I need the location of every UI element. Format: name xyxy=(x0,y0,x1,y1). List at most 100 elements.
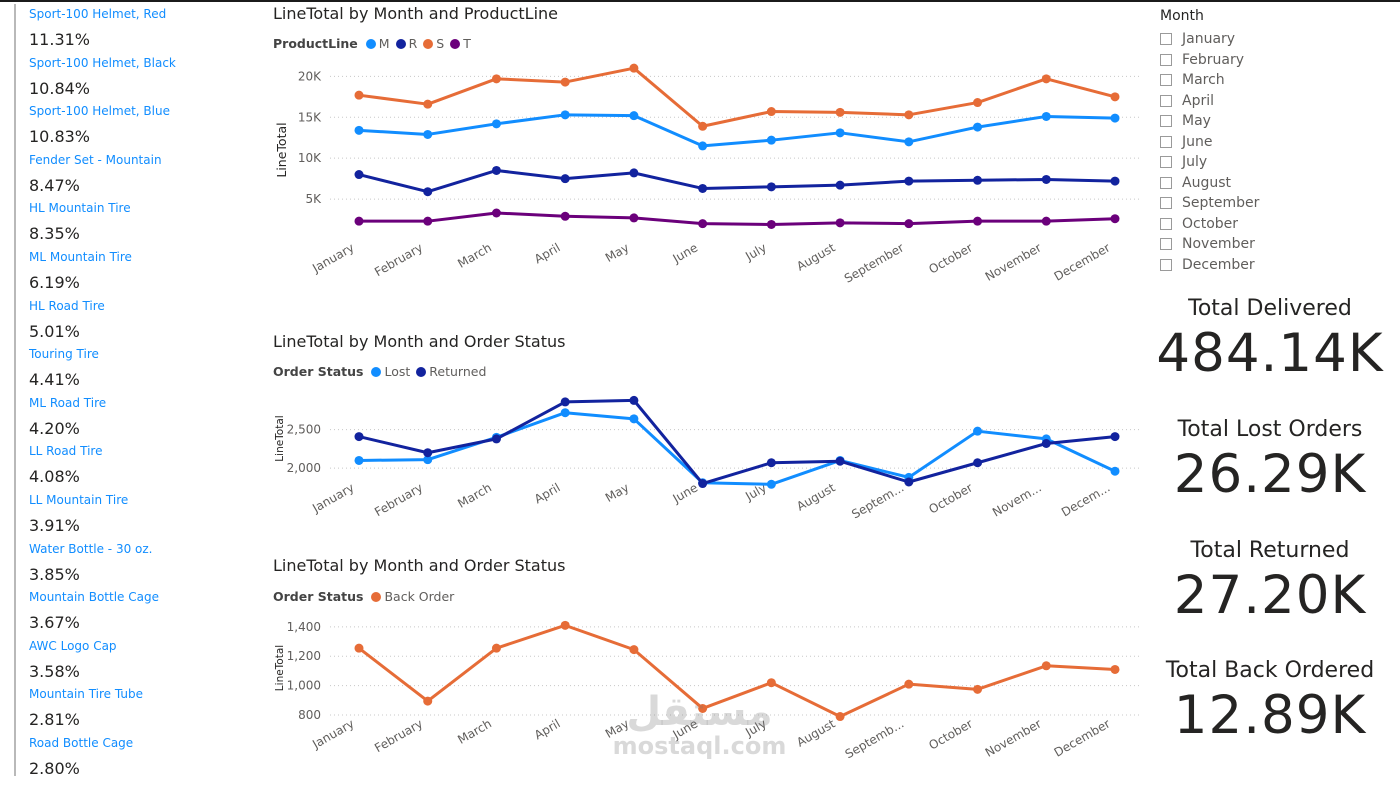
checkbox-icon[interactable] xyxy=(1160,94,1172,107)
data-point[interactable] xyxy=(560,211,570,221)
series-line-t[interactable] xyxy=(359,211,1116,226)
series-line-back-order[interactable] xyxy=(358,623,1116,719)
data-point[interactable] xyxy=(560,408,570,418)
slicer-item-august[interactable]: August xyxy=(1160,173,1360,194)
slicer-item-may[interactable]: May xyxy=(1160,111,1360,132)
slicer-item-february[interactable]: February xyxy=(1160,50,1360,71)
data-point[interactable] xyxy=(904,219,914,229)
data-point[interactable] xyxy=(1110,664,1120,674)
data-point[interactable] xyxy=(423,455,433,465)
data-point[interactable] xyxy=(698,141,708,151)
data-point[interactable] xyxy=(491,119,501,129)
data-point[interactable] xyxy=(491,208,501,218)
data-point[interactable] xyxy=(698,479,708,489)
slicer-item-december[interactable]: December xyxy=(1160,255,1360,276)
data-point[interactable] xyxy=(904,679,914,689)
product-item[interactable]: LL Mountain Tire 3.91% xyxy=(14,489,249,539)
data-point[interactable] xyxy=(629,414,639,424)
legend-item[interactable]: M xyxy=(365,36,390,51)
checkbox-icon[interactable] xyxy=(1160,217,1172,230)
data-point[interactable] xyxy=(423,129,433,139)
data-point[interactable] xyxy=(835,128,845,138)
data-point[interactable] xyxy=(904,110,914,120)
data-point[interactable] xyxy=(904,477,914,487)
data-point[interactable] xyxy=(698,219,708,229)
data-point[interactable] xyxy=(835,180,845,190)
checkbox-icon[interactable] xyxy=(1160,74,1172,87)
data-point[interactable] xyxy=(354,432,364,442)
data-point[interactable] xyxy=(491,643,501,653)
data-point[interactable] xyxy=(1110,113,1120,123)
chart3-legend[interactable]: Order Status Back Order xyxy=(273,589,460,604)
data-point[interactable] xyxy=(491,434,501,444)
legend-item[interactable]: Lost xyxy=(371,364,410,379)
data-point[interactable] xyxy=(1041,74,1051,84)
data-point[interactable] xyxy=(698,703,708,713)
data-point[interactable] xyxy=(1110,432,1120,442)
data-point[interactable] xyxy=(354,643,364,653)
data-point[interactable] xyxy=(1041,439,1051,449)
data-point[interactable] xyxy=(1110,466,1120,476)
legend-item[interactable]: Back Order xyxy=(371,589,454,604)
legend-item[interactable]: Returned xyxy=(416,364,486,379)
product-item[interactable]: LL Road Tire 4.08% xyxy=(14,441,249,490)
data-point[interactable] xyxy=(766,458,776,468)
slicer-item-november[interactable]: November xyxy=(1160,234,1360,255)
slicer-item-june[interactable]: June xyxy=(1160,132,1360,153)
data-point[interactable] xyxy=(423,187,433,197)
data-point[interactable] xyxy=(973,684,983,694)
data-point[interactable] xyxy=(491,74,501,84)
checkbox-icon[interactable] xyxy=(1160,156,1172,169)
product-item[interactable]: Road Bottle Cage 2.80% xyxy=(14,732,249,776)
data-point[interactable] xyxy=(629,111,639,121)
product-item[interactable]: Mountain Bottle Cage 3.67% xyxy=(14,587,249,636)
data-point[interactable] xyxy=(973,98,983,108)
checkbox-icon[interactable] xyxy=(1160,33,1172,46)
data-point[interactable] xyxy=(354,125,364,135)
data-point[interactable] xyxy=(423,448,433,458)
product-item[interactable]: Mountain Tire Tube 2.81% xyxy=(14,684,249,733)
data-point[interactable] xyxy=(1110,214,1120,224)
slicer-item-july[interactable]: July xyxy=(1160,152,1360,173)
data-point[interactable] xyxy=(560,620,570,630)
data-point[interactable] xyxy=(766,678,776,688)
product-item[interactable]: Water Bottle - 30 oz. 3.85% xyxy=(14,538,249,588)
checkbox-icon[interactable] xyxy=(1160,115,1172,128)
product-item[interactable]: Sport-100 Helmet, Black 10.84% xyxy=(14,52,249,102)
data-point[interactable] xyxy=(973,175,983,185)
data-point[interactable] xyxy=(1110,176,1120,186)
data-point[interactable] xyxy=(560,77,570,87)
data-point[interactable] xyxy=(560,110,570,120)
data-point[interactable] xyxy=(491,165,501,175)
product-item[interactable]: AWC Logo Cap 3.58% xyxy=(14,635,249,685)
data-point[interactable] xyxy=(973,458,983,468)
data-point[interactable] xyxy=(698,121,708,131)
data-point[interactable] xyxy=(354,216,364,226)
product-item[interactable]: Sport-100 Helmet, Red 11.31% xyxy=(14,4,249,53)
legend-item[interactable]: S xyxy=(423,36,444,51)
data-point[interactable] xyxy=(1041,174,1051,184)
product-item[interactable]: Touring Tire 4.41% xyxy=(14,344,249,393)
chart1-legend[interactable]: ProductLine M R S T xyxy=(273,36,477,51)
legend-item[interactable]: R xyxy=(395,36,417,51)
data-point[interactable] xyxy=(766,479,776,489)
data-point[interactable] xyxy=(1041,111,1051,121)
data-point[interactable] xyxy=(423,99,433,109)
data-point[interactable] xyxy=(973,426,983,436)
checkbox-icon[interactable] xyxy=(1160,176,1172,189)
checkbox-icon[interactable] xyxy=(1160,135,1172,148)
checkbox-icon[interactable] xyxy=(1160,197,1172,210)
data-point[interactable] xyxy=(973,216,983,226)
checkbox-icon[interactable] xyxy=(1160,238,1172,251)
data-point[interactable] xyxy=(1110,92,1120,102)
series-line-r[interactable] xyxy=(358,168,1116,194)
data-point[interactable] xyxy=(766,135,776,145)
checkbox-icon[interactable] xyxy=(1160,258,1172,271)
data-point[interactable] xyxy=(629,645,639,655)
product-item[interactable]: Fender Set - Mountain 8.47% xyxy=(14,149,249,199)
data-point[interactable] xyxy=(766,107,776,117)
product-item[interactable]: HL Mountain Tire 8.35% xyxy=(14,198,249,247)
